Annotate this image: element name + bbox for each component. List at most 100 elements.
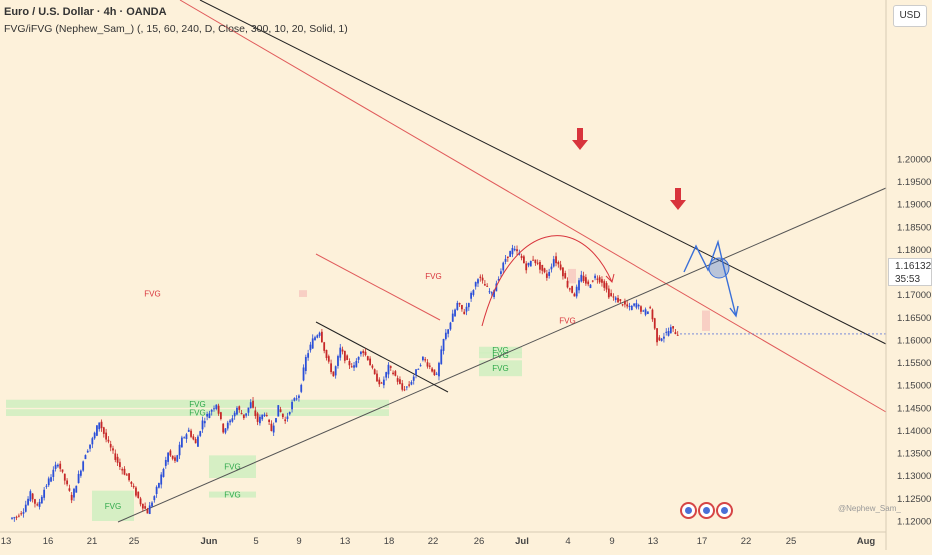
bullish-candle bbox=[467, 303, 470, 308]
bearish-candle bbox=[571, 286, 574, 293]
bearish-candle bbox=[403, 389, 406, 391]
bullish-candle bbox=[47, 478, 50, 486]
bullish-candle bbox=[440, 349, 443, 365]
bearish-candle bbox=[34, 499, 36, 504]
x-tick-label: 9 bbox=[296, 536, 301, 547]
bearish-candle bbox=[396, 378, 399, 382]
bearish-candle bbox=[479, 276, 482, 278]
bearish-candle bbox=[17, 515, 20, 517]
symbol-title[interactable]: Euro / U.S. Dollar · 4h · OANDA bbox=[4, 6, 167, 18]
bullish-candle bbox=[630, 305, 633, 310]
bullish-candle bbox=[488, 291, 491, 293]
curved-arrow bbox=[481, 235, 613, 327]
fvg-label: FVG bbox=[189, 400, 205, 409]
projection-path bbox=[683, 239, 737, 317]
bearish-candle bbox=[389, 366, 392, 368]
bullish-candle bbox=[180, 437, 183, 448]
bearish-candle bbox=[591, 280, 594, 282]
bearish-candle bbox=[112, 448, 114, 451]
bearish-candle bbox=[584, 277, 587, 284]
bullish-candle bbox=[231, 418, 234, 422]
bearish-candle bbox=[141, 503, 144, 509]
bearish-candle bbox=[539, 262, 541, 270]
bearish-candle bbox=[582, 275, 585, 282]
bullish-candle bbox=[642, 310, 645, 312]
bullish-candle bbox=[311, 338, 314, 349]
flag-badge-icon[interactable] bbox=[716, 502, 733, 519]
bearish-candle bbox=[598, 277, 601, 283]
flag-resistance-line bbox=[315, 253, 441, 321]
indicator-legend[interactable]: FVG/iFVG (Nephew_Sam_) (, 15, 60, 240, D… bbox=[4, 23, 348, 35]
bearish-candle bbox=[516, 249, 518, 252]
bullish-candle bbox=[84, 455, 87, 460]
bullish-candle bbox=[24, 504, 27, 512]
bearish-candle bbox=[281, 413, 284, 418]
bearish-candle bbox=[543, 268, 546, 273]
lower-channel-line bbox=[179, 0, 887, 413]
bullish-candle bbox=[176, 455, 179, 462]
bearish-candle bbox=[612, 296, 615, 298]
bearish-candle bbox=[653, 318, 656, 329]
bullish-candle bbox=[382, 379, 385, 386]
bearish-candle bbox=[346, 355, 349, 360]
y-tick-label: 1.19500 bbox=[897, 177, 931, 188]
bullish-candle bbox=[213, 408, 215, 410]
bearish-candle bbox=[125, 474, 128, 476]
bullish-candle bbox=[167, 452, 169, 462]
bearish-candle bbox=[596, 278, 599, 280]
fvg-label: FVG bbox=[144, 290, 160, 299]
bearish-candle bbox=[376, 373, 378, 382]
bearish-candle bbox=[265, 415, 268, 417]
bearish-candle bbox=[15, 516, 18, 518]
bearish-candle bbox=[605, 283, 608, 290]
bearish-candle bbox=[651, 309, 654, 320]
bullish-candle bbox=[277, 405, 280, 417]
bullish-candle bbox=[578, 280, 580, 291]
bearish-candle bbox=[59, 463, 62, 469]
bullish-candle bbox=[385, 372, 388, 378]
flag-badge-icon[interactable] bbox=[698, 502, 715, 519]
bearish-candle bbox=[66, 480, 68, 485]
currency-button[interactable]: USD bbox=[893, 5, 927, 27]
x-tick-label: 4 bbox=[565, 536, 570, 547]
bearish-candle bbox=[541, 264, 544, 271]
bearish-candle bbox=[461, 304, 463, 310]
x-tick-label: 16 bbox=[43, 536, 54, 547]
bullish-candle bbox=[412, 376, 415, 381]
bullish-candle bbox=[11, 517, 13, 519]
ascending-trendline bbox=[117, 187, 887, 523]
bearish-candle bbox=[105, 432, 108, 440]
bearish-candle bbox=[523, 256, 525, 264]
bullish-candle bbox=[77, 473, 80, 484]
bullish-candle bbox=[153, 496, 156, 501]
bullish-fvg-zone bbox=[6, 399, 389, 408]
down-arrow-icon bbox=[670, 200, 686, 210]
bullish-candle bbox=[291, 401, 293, 410]
fvg-label: FVG bbox=[559, 317, 575, 326]
bullish-candle bbox=[500, 271, 502, 274]
bullish-candle bbox=[419, 365, 422, 367]
bullish-fvg-zone bbox=[209, 455, 256, 479]
bearish-candle bbox=[640, 306, 642, 312]
bullish-candle bbox=[405, 386, 408, 388]
bearish-candle bbox=[36, 504, 39, 506]
bearish-candle bbox=[373, 369, 376, 375]
x-tick-label: 5 bbox=[253, 536, 258, 547]
bearish-candle bbox=[626, 304, 629, 307]
bearish-candle bbox=[128, 473, 130, 481]
bullish-candle bbox=[206, 414, 209, 417]
bullish-candle bbox=[454, 309, 456, 317]
bullish-candle bbox=[57, 464, 59, 467]
current-price-value: 1.16132 bbox=[895, 261, 932, 272]
bearish-candle bbox=[621, 304, 624, 306]
bearish-candle bbox=[394, 371, 397, 376]
bearish-candle bbox=[242, 414, 245, 419]
flag-badge-icon[interactable] bbox=[680, 502, 697, 519]
bearish-candle bbox=[545, 273, 548, 278]
bearish-candle bbox=[399, 379, 401, 384]
bullish-candle bbox=[272, 425, 275, 433]
bullish-candle bbox=[178, 444, 181, 456]
bearish-fvg-zone bbox=[702, 310, 710, 331]
